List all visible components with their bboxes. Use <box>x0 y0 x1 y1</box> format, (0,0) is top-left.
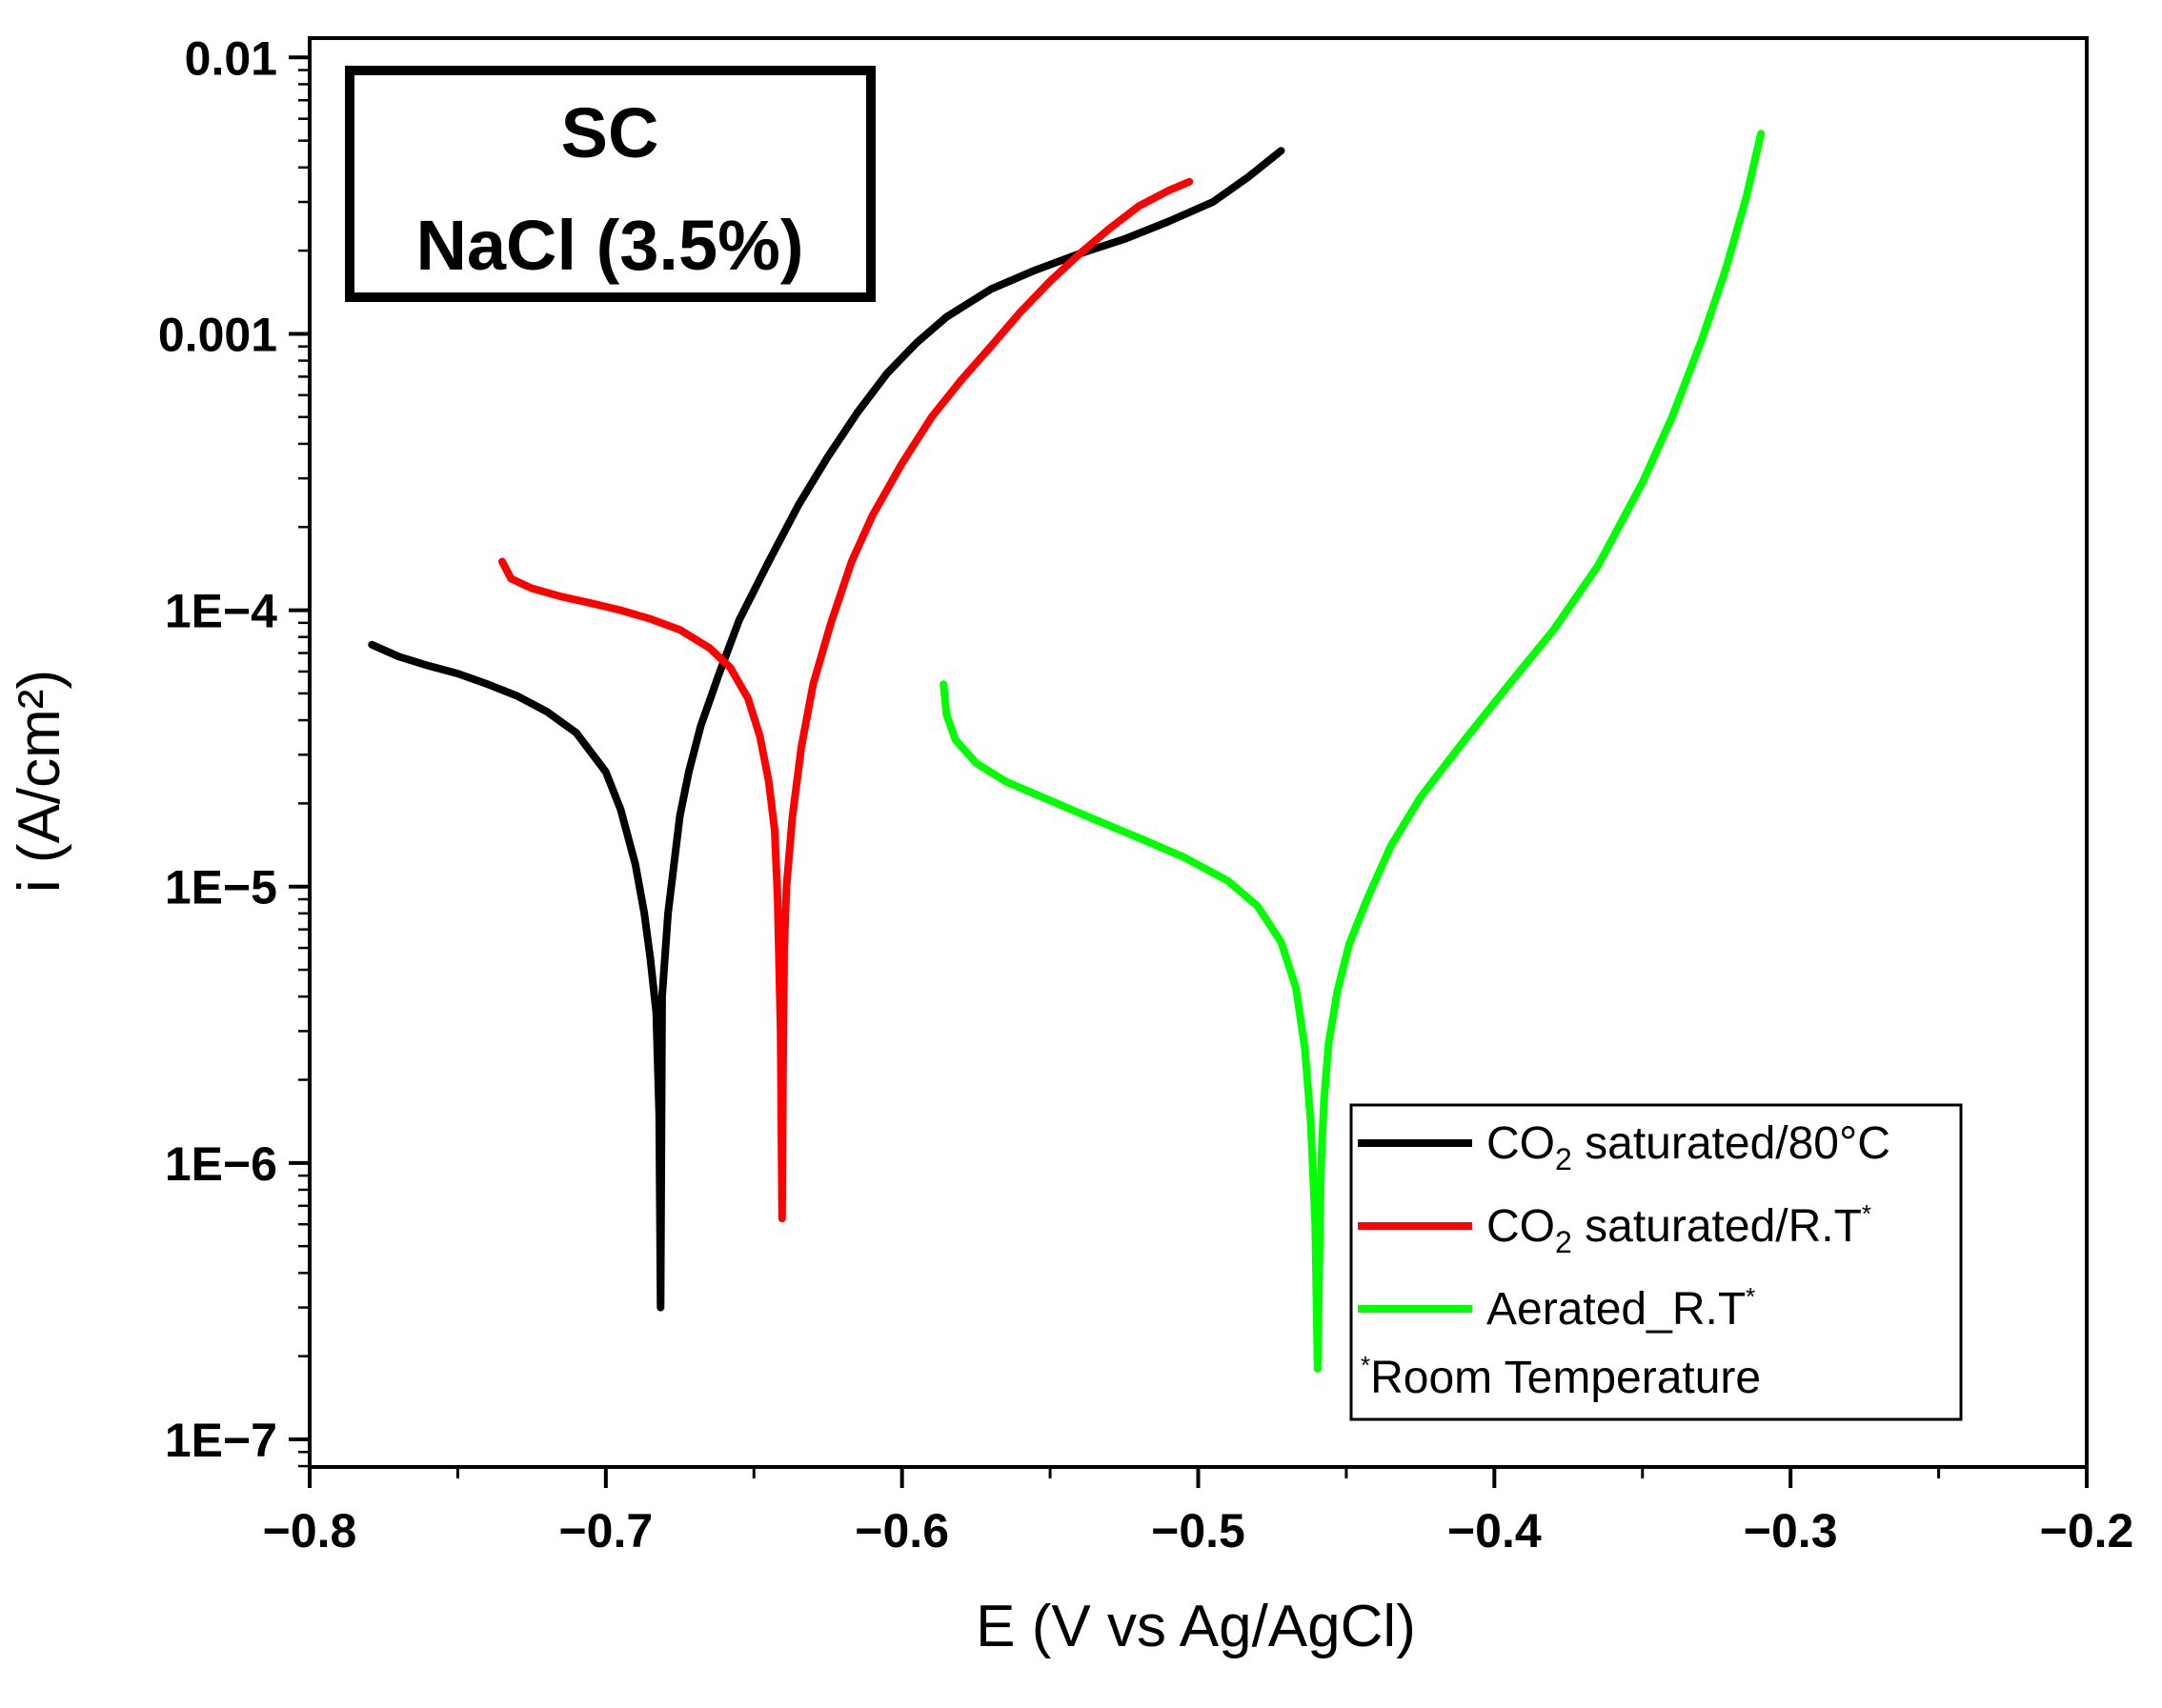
series-layer <box>368 130 1766 1373</box>
legend-label-co2-80c: CO2 saturated/80°C <box>1486 1118 1890 1176</box>
legend-label-co2-rt: CO2 saturated/R.T* <box>1486 1199 1871 1259</box>
series-co2-rt <box>498 177 1194 1223</box>
legend-item-aerated-rt: Aerated_R.T* <box>1358 1282 1755 1335</box>
annotation-box-frame <box>345 66 876 302</box>
series-co2-80c <box>368 147 1285 1312</box>
annotation-box: SC NaCl (3.5%) <box>345 66 876 302</box>
y-tick-label: 0.01 <box>185 31 277 85</box>
x-tick-label: −0.8 <box>263 1504 357 1557</box>
x-tick-label: −0.2 <box>2040 1504 2134 1557</box>
axes-layer: −0.8 −0.7 −0.6 −0.5 −0.4 −0.3 −0.2 1E−7 1E−6 1E−5… <box>158 31 2133 1557</box>
y-axis-title: i (A/cm²) <box>7 670 72 893</box>
x-tick-label: −0.6 <box>855 1504 949 1557</box>
annotation-line-2: NaCl (3.5%) <box>415 206 803 285</box>
legend-label-aerated-rt: Aerated_R.T* <box>1486 1282 1755 1335</box>
x-tick-label: −0.4 <box>1447 1504 1542 1557</box>
legend: CO2 saturated/80°C CO2 saturated/R.T* Ae… <box>1349 1103 1963 1421</box>
y-tick-label: 1E−6 <box>165 1137 277 1191</box>
x-axis-title: E (V vs Ag/AgCl) <box>976 1594 1416 1659</box>
x-tick-label: −0.3 <box>1744 1504 1838 1557</box>
x-tick-label: −0.7 <box>558 1504 653 1557</box>
x-tick-label: −0.5 <box>1151 1504 1245 1557</box>
y-tick-label: 0.001 <box>158 308 277 361</box>
legend-item-co2-80c: CO2 saturated/80°C <box>1358 1118 1890 1176</box>
legend-frame <box>1349 1103 1963 1421</box>
series-aerated-rt <box>940 130 1766 1373</box>
legend-item-co2-rt: CO2 saturated/R.T* <box>1358 1199 1871 1259</box>
y-tick-label: 1E−4 <box>165 585 277 638</box>
legend-footnote: *Room Temperature <box>1361 1351 1761 1403</box>
y-tick-label: 1E−5 <box>165 861 277 914</box>
annotation-line-1: SC <box>561 93 659 172</box>
y-tick-label: 1E−7 <box>165 1414 277 1467</box>
